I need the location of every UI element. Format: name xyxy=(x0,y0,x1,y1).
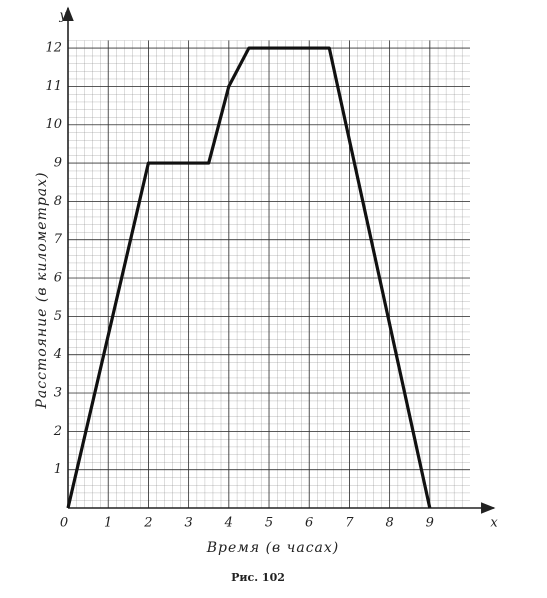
y-tick-label: 12 xyxy=(45,41,62,56)
x-tick-label: 0 xyxy=(60,516,68,531)
y-tick-label: 6 xyxy=(54,271,62,286)
x-axis-symbol: x xyxy=(490,516,498,531)
data-line xyxy=(66,46,432,509)
x-tick-label: 8 xyxy=(385,516,393,531)
x-tick-label: 7 xyxy=(345,516,354,531)
x-tick-label: 9 xyxy=(426,516,434,531)
y-tick-label: 10 xyxy=(45,117,62,132)
x-axis-label: Время (в часах) xyxy=(206,540,340,556)
y-tick-label: 5 xyxy=(54,309,62,324)
x-tick-label: 1 xyxy=(104,516,112,531)
y-tick-label: 9 xyxy=(54,156,62,171)
y-tick-label: 3 xyxy=(54,386,62,401)
y-tick-label: 8 xyxy=(54,194,62,209)
y-tick-label: 4 xyxy=(53,347,62,362)
y-tick-label: 1 xyxy=(54,462,62,477)
x-tick-label: 3 xyxy=(184,516,192,531)
y-tick-label: 7 xyxy=(54,232,63,247)
y-axis-label: Расстояние (в километрах) xyxy=(34,171,50,409)
x-tick-label: 6 xyxy=(305,516,313,531)
y-tick-label: 11 xyxy=(45,79,62,94)
y-tick-label: 2 xyxy=(53,424,62,439)
x-tick-label: 2 xyxy=(143,516,152,531)
y-axis-symbol: y xyxy=(58,9,67,24)
x-tick-label: 5 xyxy=(265,516,273,531)
caption: Рис. 102 xyxy=(231,571,285,584)
x-tick-label: 4 xyxy=(224,516,233,531)
